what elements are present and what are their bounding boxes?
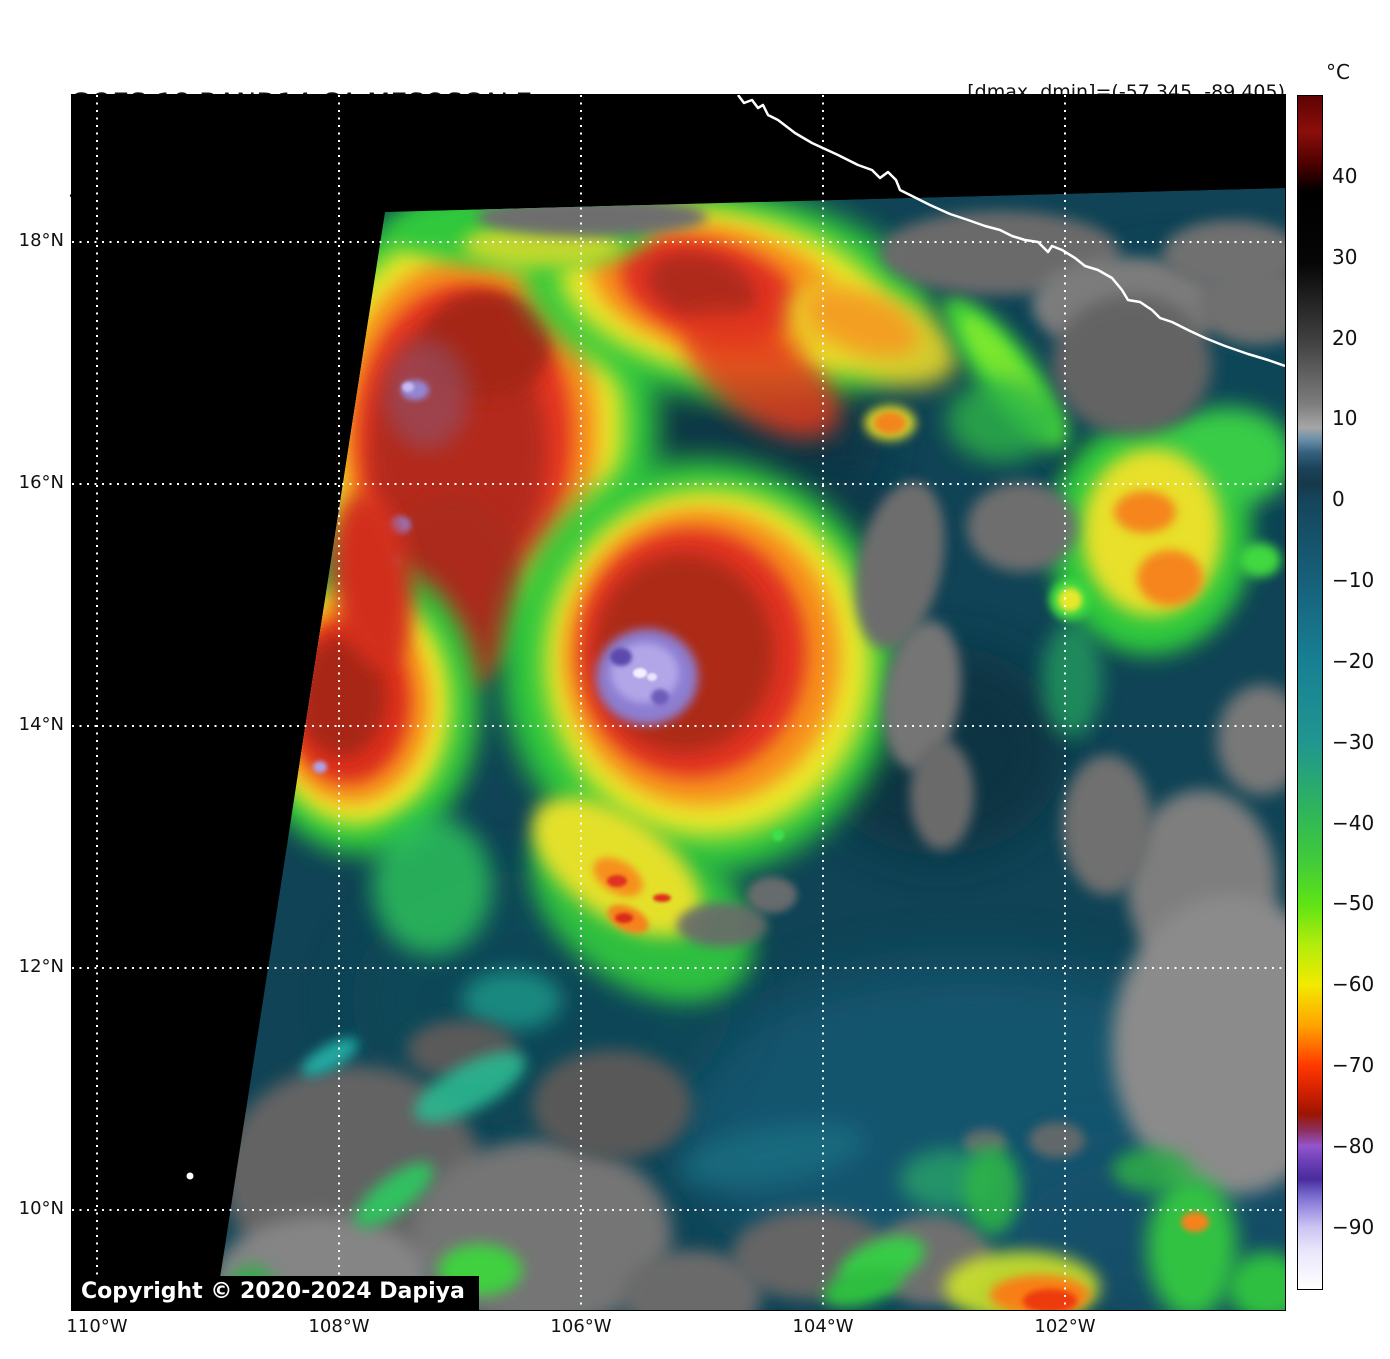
lon-tick-label: 110°W (66, 1316, 128, 1337)
copyright-badge: Copyright © 2020-2024 Dapiya (72, 1276, 479, 1310)
colorbar-tick-label: −30 (1332, 730, 1375, 754)
satellite-map-plot: Copyright © 2020-2024 Dapiya (71, 94, 1286, 1311)
colorbar-tick-label: −90 (1332, 1215, 1375, 1239)
lon-tick-label: 102°W (1034, 1316, 1096, 1337)
colorbar-tick-label: −60 (1332, 972, 1375, 996)
colorbar-tick-label: 40 (1332, 164, 1358, 188)
satellite-imagery (72, 95, 1285, 1310)
lat-tick-label: 16°N (18, 472, 64, 493)
lon-tick-label: 108°W (308, 1316, 370, 1337)
coastline (737, 95, 1285, 368)
small-white-dot (186, 1172, 194, 1180)
colorbar-unit-label: °C (1326, 60, 1350, 84)
colorbar-tick-label: 0 (1332, 487, 1345, 511)
colorbar-tick-label: −10 (1332, 568, 1375, 592)
lat-tick-label: 10°N (18, 1198, 64, 1219)
colorbar-tick-label: 30 (1332, 245, 1358, 269)
lat-tick-label: 14°N (18, 714, 64, 735)
colorbar-tick-label: 20 (1332, 326, 1358, 350)
lat-tick-label: 12°N (18, 956, 64, 977)
lon-tick-label: 106°W (550, 1316, 612, 1337)
cloud-field-blobs (215, 188, 1285, 1310)
temperature-colorbar (1297, 95, 1323, 1290)
lon-tick-label: 104°W (792, 1316, 854, 1337)
colorbar-tick-label: −70 (1332, 1053, 1375, 1077)
graticule-gridlines (72, 95, 1285, 1310)
colorbar-tick-label: −80 (1332, 1134, 1375, 1158)
data-swath (215, 188, 1285, 1310)
lat-tick-label: 18°N (18, 230, 64, 251)
colorbar-tick-label: −50 (1332, 891, 1375, 915)
colorbar-tick-label: −40 (1332, 811, 1375, 835)
colorbar-tick-label: 10 (1332, 406, 1358, 430)
colorbar-tick-label: −20 (1332, 649, 1375, 673)
